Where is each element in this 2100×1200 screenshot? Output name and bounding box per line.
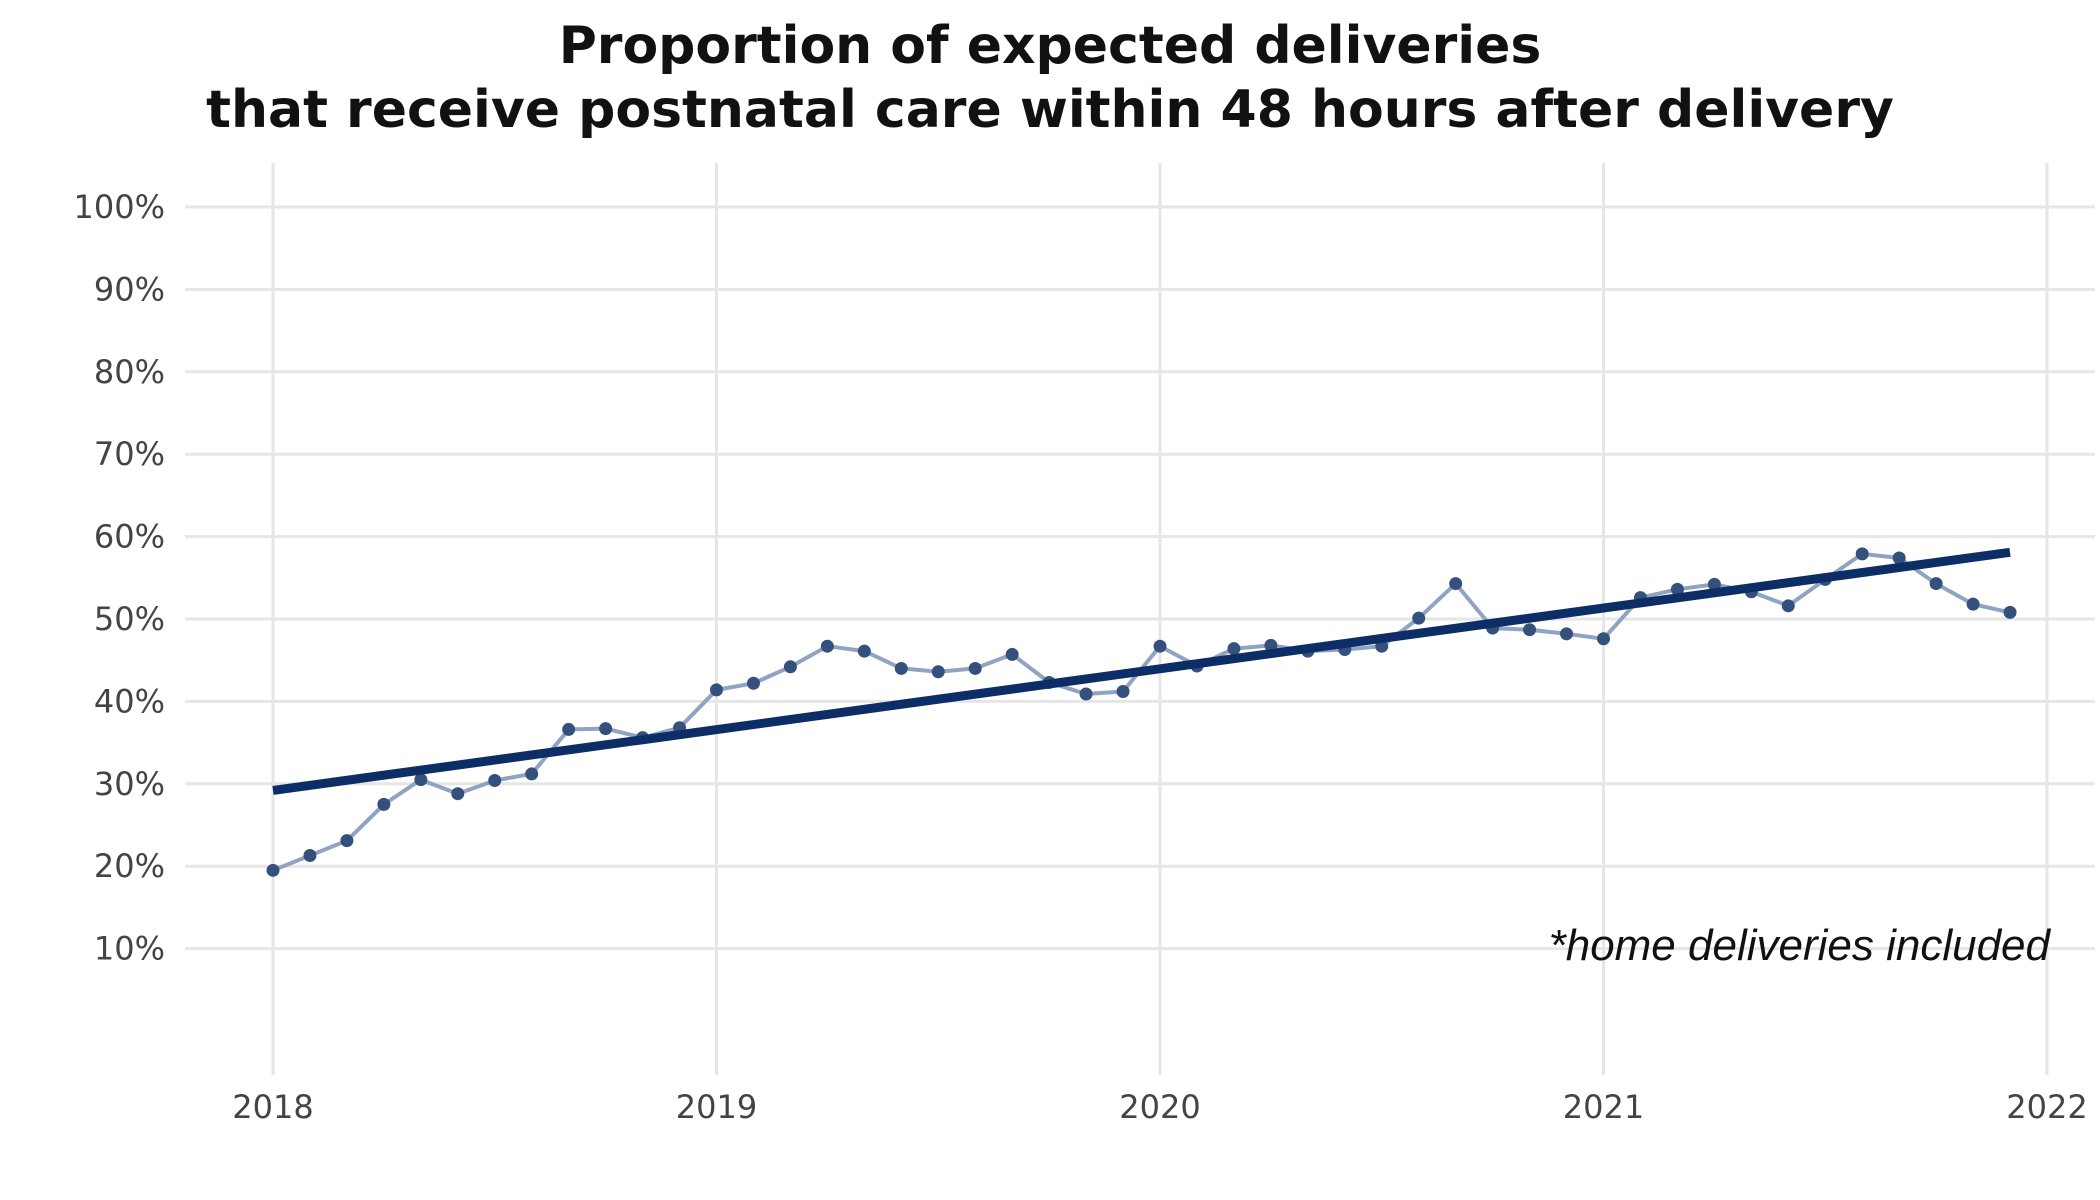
data-point — [931, 665, 945, 679]
x-tick-label: 2019 — [676, 1088, 757, 1126]
chart-title: Proportion of expected deliveries that r… — [0, 14, 2100, 142]
data-point — [1597, 632, 1610, 646]
y-tick-label: 90% — [94, 270, 165, 308]
grid-layer — [185, 163, 2095, 1075]
data-point — [1116, 685, 1130, 699]
data-point — [1523, 623, 1537, 637]
data-point — [525, 767, 539, 781]
data-point — [377, 797, 391, 811]
y-tick-label: 60% — [94, 518, 165, 556]
x-tick-label: 2020 — [1119, 1088, 1200, 1126]
data-point — [1264, 638, 1278, 652]
data-point — [1412, 611, 1426, 625]
data-point — [2003, 605, 2017, 619]
data-point — [1892, 551, 1906, 565]
data-point — [1079, 687, 1093, 701]
data-point — [451, 787, 465, 801]
y-tick-label: 80% — [94, 353, 165, 391]
data-point — [1153, 639, 1167, 653]
chart-annotation: *home deliveries included — [1549, 921, 2052, 970]
series-layer — [266, 547, 2017, 877]
data-point — [1855, 547, 1869, 561]
y-tick-label: 40% — [94, 682, 165, 720]
data-point — [820, 639, 834, 653]
data-point — [340, 834, 354, 848]
data-point — [1560, 627, 1574, 641]
data-point — [1227, 642, 1241, 656]
x-tick-label: 2021 — [1563, 1088, 1644, 1126]
data-point — [1005, 647, 1019, 661]
data-point — [1966, 597, 1980, 611]
data-point — [599, 722, 613, 736]
y-tick-label: 70% — [94, 435, 165, 473]
data-point — [1449, 577, 1463, 591]
x-tick-label: 2018 — [232, 1088, 313, 1126]
data-point — [783, 660, 797, 674]
data-point — [894, 661, 908, 675]
data-point — [1929, 577, 1943, 591]
monthly-series-line — [272, 551, 2011, 873]
y-tick-label: 30% — [94, 765, 165, 803]
data-point — [562, 722, 576, 736]
data-point — [968, 661, 982, 675]
x-axis-ticks: 2018 2019 2020 2021 2022 — [232, 1088, 2087, 1126]
trend-line — [272, 547, 2011, 795]
x-tick-label: 2022 — [2006, 1088, 2087, 1126]
data-point — [266, 863, 280, 877]
data-point — [488, 774, 502, 788]
chart-title-line-1: Proportion of expected deliveries — [558, 16, 1542, 76]
y-tick-label: 20% — [94, 847, 165, 885]
y-axis-ticks: 10% 20% 30% 40% 50% 60% 70% 80% 90% 100% — [74, 188, 165, 968]
data-point — [746, 676, 760, 690]
y-tick-label: 100% — [74, 188, 165, 226]
data-point — [1781, 599, 1795, 613]
y-tick-label: 50% — [94, 600, 165, 638]
data-point — [1707, 577, 1721, 591]
data-point — [857, 644, 871, 658]
data-point — [710, 683, 723, 697]
chart-title-line-2: that receive postnatal care within 48 ho… — [206, 80, 1894, 140]
data-point — [414, 773, 428, 787]
data-point — [303, 848, 317, 862]
y-tick-label: 10% — [94, 930, 165, 968]
data-point — [1670, 582, 1684, 596]
